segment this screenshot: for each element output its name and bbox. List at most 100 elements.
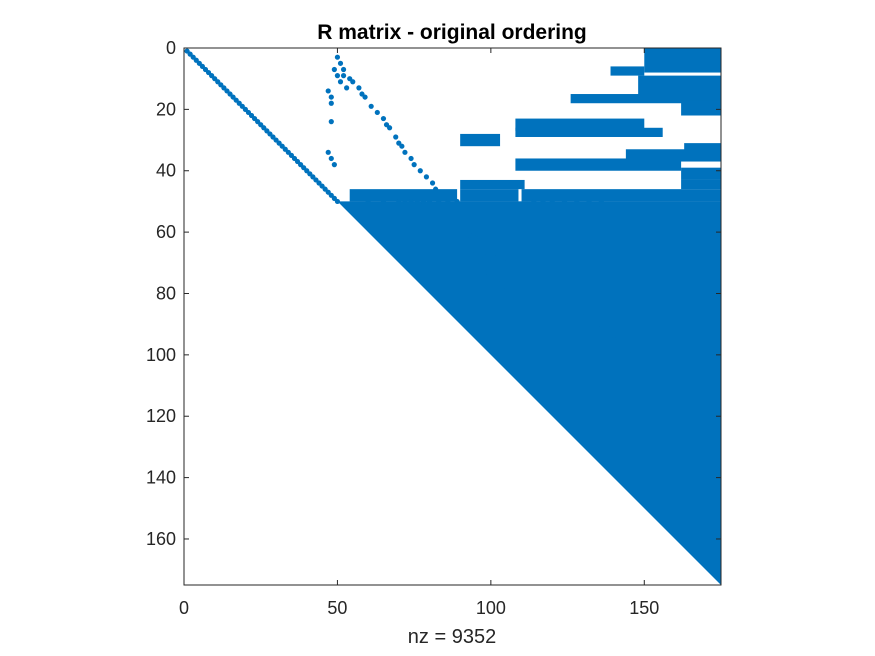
nonzero-point: [340, 73, 347, 79]
nonzero-point: [580, 309, 586, 315]
dense-block: [460, 133, 501, 147]
nonzero-point: [497, 281, 503, 287]
nonzero-point: [344, 85, 350, 91]
nonzero-point: [408, 155, 414, 162]
nonzero-point: [328, 155, 334, 162]
nonzero-point: [472, 235, 479, 241]
x-tick-label: 50: [327, 598, 347, 618]
dense-block: [460, 189, 519, 202]
nonzero-point: [586, 198, 592, 205]
dense-block: [521, 189, 721, 202]
y-tick-label: 100: [146, 345, 176, 365]
nonzero-point: [337, 60, 344, 66]
nonzero-point: [328, 119, 334, 125]
nonzero-point: [500, 257, 506, 263]
nonzero-point: [574, 198, 580, 205]
dense-block: [570, 94, 721, 104]
nonzero-point: [436, 198, 442, 205]
nonzero-point: [531, 198, 537, 205]
dense-block: [515, 118, 645, 131]
y-tick-label: 120: [146, 406, 176, 426]
nonzero-point: [491, 275, 497, 281]
nonzero-point: [325, 88, 331, 94]
nonzero-point: [340, 66, 347, 73]
y-tick-label: 160: [146, 529, 176, 549]
nonzero-point: [386, 125, 393, 131]
x-axis-label: nz = 9352: [408, 626, 496, 648]
dense-block: [515, 158, 682, 171]
nonzero-point: [414, 198, 420, 205]
nonzero-point: [374, 109, 380, 116]
nonzero-point: [549, 297, 555, 303]
nonzero-point: [525, 293, 531, 300]
nonzero-point: [380, 115, 387, 122]
dense-block: [515, 127, 663, 137]
nonzero-point: [454, 198, 460, 205]
nonzero-point: [334, 54, 341, 60]
y-tick-label: 60: [156, 222, 176, 242]
y-tick-label: 40: [156, 161, 176, 181]
nonzero-point: [466, 232, 472, 238]
nonzero-point: [411, 162, 417, 168]
y-tick-label: 20: [156, 99, 176, 119]
nonzero-point: [429, 180, 436, 186]
diagonal-point: [334, 198, 341, 205]
nonzero-point: [479, 238, 485, 244]
plot-area: [184, 48, 721, 585]
nonzero-point: [337, 79, 344, 85]
nonzero-point: [328, 94, 334, 100]
dense-block: [610, 66, 645, 76]
nonzero-point: [561, 198, 568, 205]
nonzero-point: [549, 198, 555, 205]
nonzero-point: [491, 250, 497, 257]
nonzero-point: [420, 198, 426, 205]
nonzero-point: [503, 287, 509, 294]
nonzero-point: [393, 134, 399, 140]
dense-block: [638, 75, 721, 98]
nonzero-point: [445, 198, 451, 205]
nonzero-point: [595, 321, 601, 327]
nonzero-point: [423, 174, 430, 180]
nonzero-point: [402, 149, 408, 155]
dense-triangle: [337, 201, 721, 585]
nonzero-point: [564, 303, 571, 309]
nonzero-point: [365, 198, 371, 205]
nonzero-point: [368, 103, 374, 109]
axes-box: [183, 47, 722, 586]
dense-block: [644, 48, 721, 73]
nonzero-point: [408, 198, 414, 205]
nonzero-point: [641, 367, 647, 373]
nonzero-point: [433, 186, 439, 192]
nonzero-point: [402, 198, 408, 205]
nonzero-point: [328, 100, 334, 106]
dense-block: [518, 201, 528, 263]
dense-block: [349, 189, 458, 202]
nonzero-point: [482, 254, 488, 260]
nonzero-point: [469, 241, 476, 247]
nonzero-point: [611, 336, 617, 343]
dense-block: [681, 167, 721, 180]
nonzero-point: [380, 198, 387, 205]
x-tick-label: 100: [476, 598, 506, 618]
nonzero-point: [399, 143, 405, 149]
axes: [183, 47, 722, 586]
nonzero-point: [472, 247, 479, 254]
nonzero-point: [485, 269, 491, 275]
y-tick-label: 80: [156, 283, 176, 303]
nonzero-point: [362, 94, 368, 100]
nonzero-point: [396, 198, 402, 205]
nonzero-point: [417, 168, 423, 174]
nonzero-point: [598, 198, 604, 205]
y-tick-label: 0: [166, 38, 176, 58]
nonzero-point: [475, 263, 482, 269]
dense-block: [681, 100, 721, 116]
dense-block: [681, 179, 721, 190]
nonzero-point: [334, 73, 341, 79]
x-tick-label: 0: [179, 598, 189, 618]
labels: R matrix - original ordering nz = 9352 0…: [146, 21, 659, 648]
nonzero-point: [540, 198, 546, 205]
x-tick-label: 150: [629, 598, 659, 618]
nonzero-point: [325, 149, 331, 155]
